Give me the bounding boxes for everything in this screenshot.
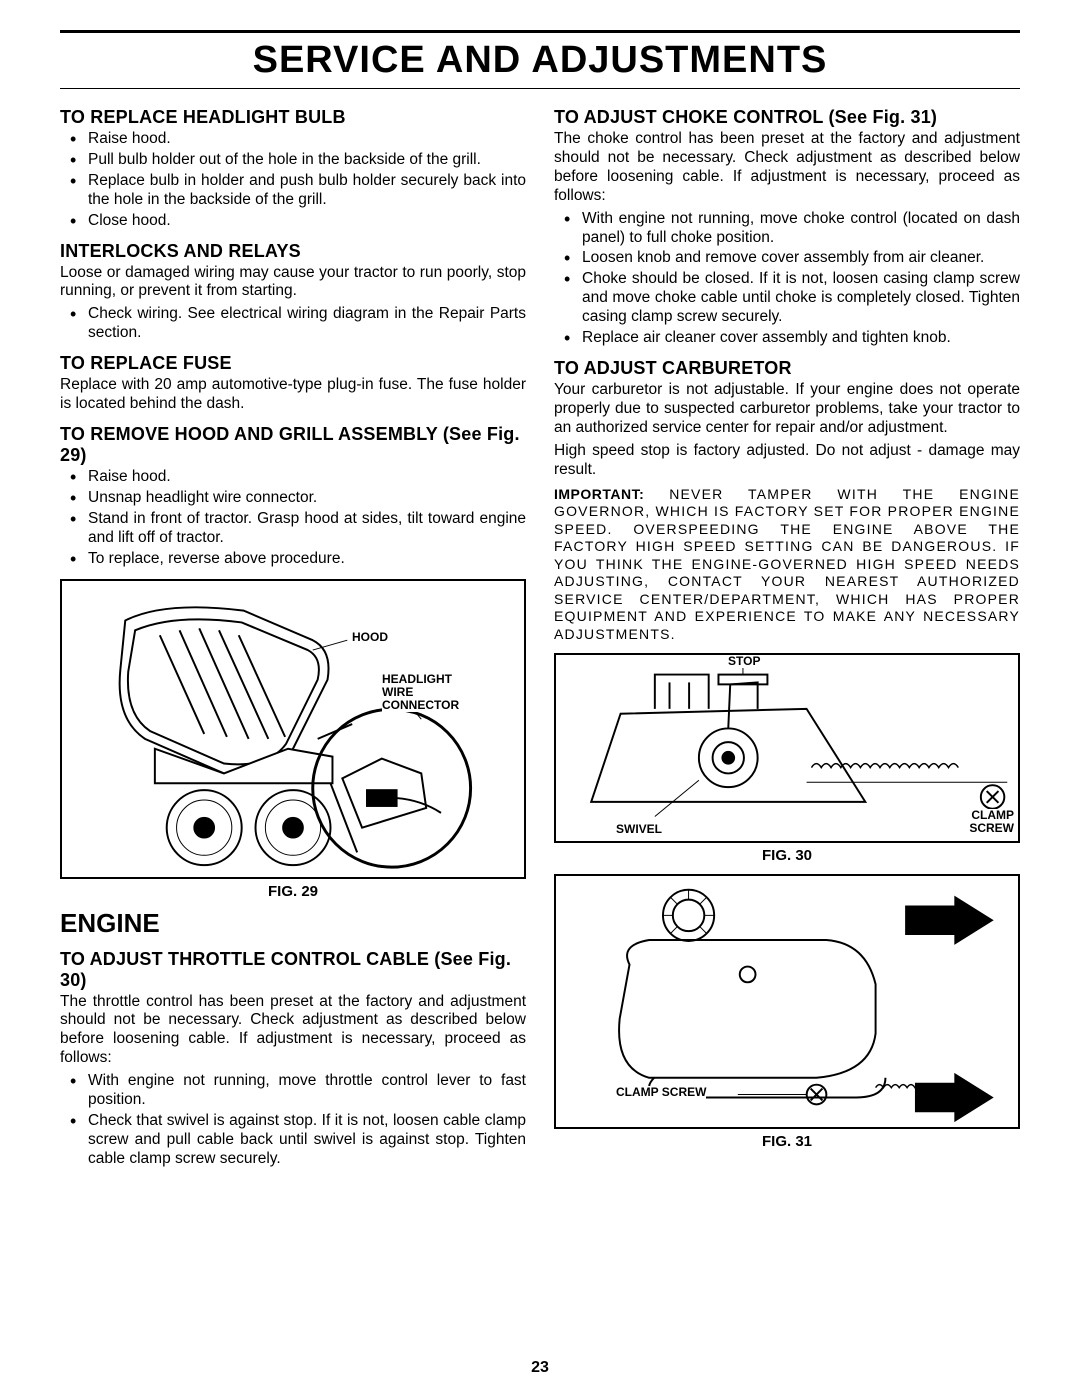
content-columns: TO REPLACE HEADLIGHT BULB Raise hood. Pu…	[60, 97, 1020, 1173]
figure-30: STOP SWIVEL CLAMP SCREW	[554, 653, 1020, 843]
list-item: Replace bulb in holder and push bulb hol…	[88, 172, 526, 210]
list-item: Unsnap headlight wire connector.	[88, 489, 526, 508]
list-choke: With engine not running, move choke cont…	[554, 210, 1020, 348]
list-item: Close hood.	[88, 212, 526, 231]
list-hood: Raise hood. Unsnap headlight wire connec…	[60, 468, 526, 569]
figure-31: CLAMP SCREW	[554, 874, 1020, 1129]
page-title: SERVICE AND ADJUSTMENTS	[60, 39, 1020, 82]
left-column: TO REPLACE HEADLIGHT BULB Raise hood. Pu…	[60, 97, 526, 1173]
fig31-label-clamp: CLAMP SCREW	[616, 1086, 706, 1099]
para-important: IMPORTANT: NEVER TAMPER WITH THE ENGINE …	[554, 486, 1020, 644]
fig31-caption: FIG. 31	[554, 1133, 1020, 1150]
important-label: IMPORTANT:	[554, 486, 644, 502]
list-item: Choke should be closed. If it is not, lo…	[582, 270, 1020, 327]
fig30-caption: FIG. 30	[554, 847, 1020, 864]
list-item: Pull bulb holder out of the hole in the …	[88, 151, 526, 170]
list-throttle: With engine not running, move throttle c…	[60, 1072, 526, 1169]
list-replace-bulb: Raise hood. Pull bulb holder out of the …	[60, 130, 526, 231]
list-item: Loosen knob and remove cover assembly fr…	[582, 249, 1020, 268]
list-item: Raise hood.	[88, 468, 526, 487]
fig30-label-stop: STOP	[728, 655, 760, 668]
para-throttle: The throttle control has been preset at …	[60, 993, 526, 1069]
para-carb-2: High speed stop is factory adjusted. Do …	[554, 442, 1020, 480]
list-item: Raise hood.	[88, 130, 526, 149]
heading-fuse: TO REPLACE FUSE	[60, 353, 526, 374]
fig30-svg	[556, 655, 1018, 841]
fig29-caption: FIG. 29	[60, 883, 526, 900]
heading-interlocks: INTERLOCKS AND RELAYS	[60, 241, 526, 262]
list-item: Replace air cleaner cover assembly and t…	[582, 329, 1020, 348]
page-number: 23	[0, 1359, 1080, 1377]
title-underline	[60, 88, 1020, 89]
heading-replace-bulb: TO REPLACE HEADLIGHT BULB	[60, 107, 526, 128]
fig29-label-hood: HOOD	[352, 631, 388, 644]
fig29-svg	[62, 581, 524, 877]
heading-carb: TO ADJUST CARBURETOR	[554, 358, 1020, 379]
list-interlocks: Check wiring. See electrical wiring diag…	[60, 305, 526, 343]
heading-choke: TO ADJUST CHOKE CONTROL (See Fig. 31)	[554, 107, 1020, 128]
list-item: Stand in front of tractor. Grasp hood at…	[88, 510, 526, 548]
fig30-label-swivel: SWIVEL	[616, 823, 662, 836]
para-choke: The choke control has been preset at the…	[554, 130, 1020, 206]
list-item: With engine not running, move choke cont…	[582, 210, 1020, 248]
list-item: To replace, reverse above procedure.	[88, 550, 526, 569]
important-text: NEVER TAMPER WITH THE ENGINE GOVERNOR, W…	[554, 486, 1020, 642]
para-interlocks: Loose or damaged wiring may cause your t…	[60, 264, 526, 302]
right-column: TO ADJUST CHOKE CONTROL (See Fig. 31) Th…	[554, 97, 1020, 1173]
list-item: With engine not running, move throttle c…	[88, 1072, 526, 1110]
fig29-label-connector: HEADLIGHT WIRE CONNECTOR	[382, 673, 459, 713]
figure-29: HOOD HEADLIGHT WIRE CONNECTOR	[60, 579, 526, 879]
heading-hood: TO REMOVE HOOD AND GRILL ASSEMBLY (See F…	[60, 424, 526, 466]
para-fuse: Replace with 20 amp automotive-type plug…	[60, 376, 526, 414]
list-item: Check wiring. See electrical wiring diag…	[88, 305, 526, 343]
list-item: Check that swivel is against stop. If it…	[88, 1112, 526, 1169]
heading-throttle: TO ADJUST THROTTLE CONTROL CABLE (See Fi…	[60, 949, 526, 991]
para-carb-1: Your carburetor is not adjustable. If yo…	[554, 381, 1020, 438]
top-rule	[60, 30, 1020, 33]
heading-engine: ENGINE	[60, 908, 526, 939]
fig30-label-clamp: CLAMP SCREW	[969, 809, 1014, 835]
